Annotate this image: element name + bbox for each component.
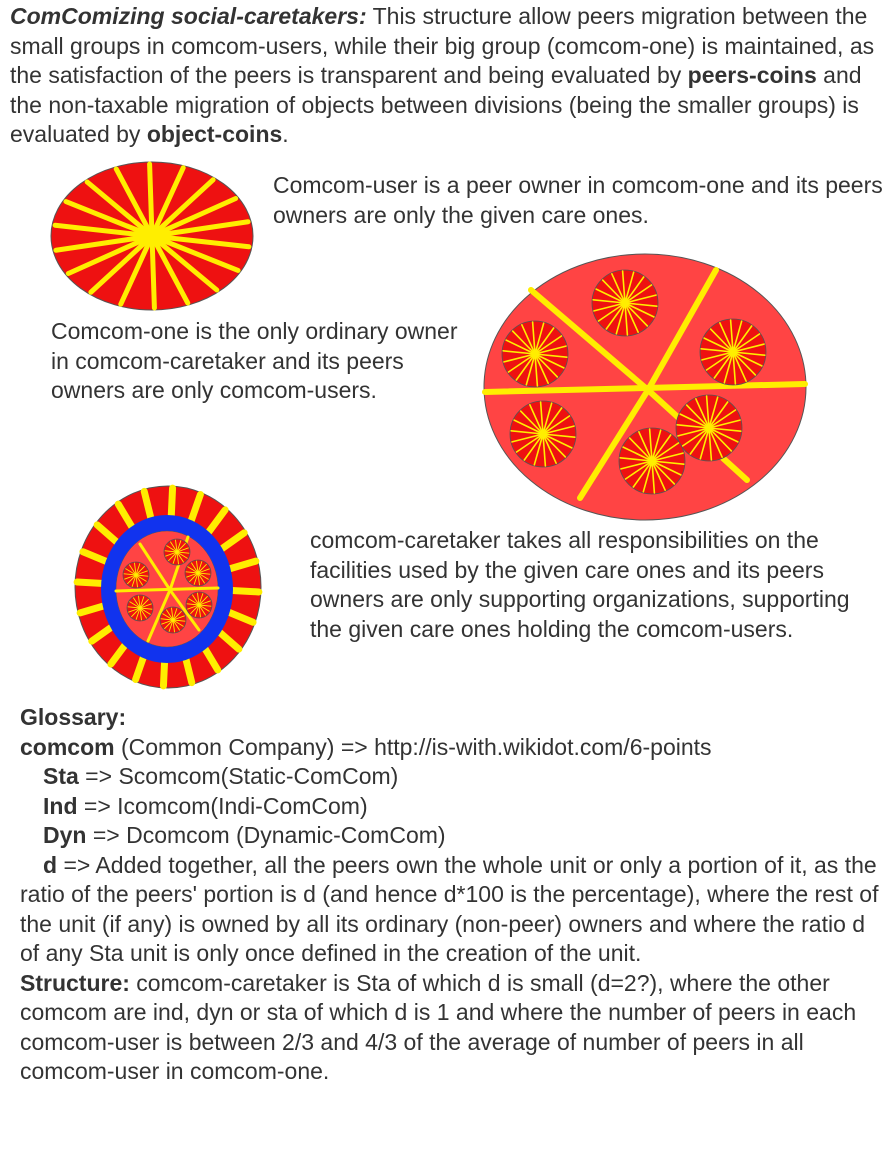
comcom-one-users	[501, 269, 767, 495]
glossary-ind: Ind => Icomcom(Indi-ComCom)	[43, 792, 368, 819]
glossary-dyn: Dyn => Dcomcom (Dynamic-ComCom)	[43, 822, 446, 848]
mini-disc	[618, 427, 686, 495]
comcom-user-diagram	[50, 161, 254, 311]
intro-lead: ComComizing social-caretakers:	[10, 3, 367, 29]
intro-text-2: and the non-taxable migration of objects…	[10, 62, 862, 147]
mini-disc	[509, 400, 577, 468]
mini-disc	[699, 318, 767, 386]
mini-disc	[185, 591, 213, 619]
intro-text-3: .	[282, 121, 289, 147]
mini-disc	[122, 561, 150, 589]
glossary-comcom: comcom (Common Company) => http://is-wit…	[20, 733, 712, 760]
mini-disc	[159, 606, 187, 634]
glossary-sta: Sta => Scomcom(Static-ComCom)	[43, 763, 399, 789]
comcom-caretaker-diagram	[73, 484, 263, 690]
comcom-caretaker-description: comcom-caretaker takes all responsibilit…	[310, 527, 850, 642]
intro-text-1: This structure allow peers migration bet…	[10, 3, 875, 88]
intro-object-coins: object-coins	[146, 121, 283, 147]
mini-disc	[184, 559, 212, 587]
glossary-structure: Structure: comcom-caretaker is Sta of wh…	[20, 969, 857, 1085]
comcom-one-diagram	[482, 253, 808, 521]
mini-disc	[591, 269, 659, 337]
glossary-d: d => Added together, all the peers own t…	[20, 851, 879, 967]
comcom-user-description: Comcom-user is a peer owner in comcom-on…	[273, 172, 883, 228]
mini-disc	[501, 320, 569, 388]
mini-disc	[126, 594, 154, 622]
comcom-one-description: Comcom-one is the only ordinary owner in…	[51, 318, 458, 403]
comcom-user-spokes	[52, 161, 252, 311]
glossary-heading: Glossary:	[20, 704, 127, 730]
mini-disc	[163, 538, 191, 566]
glossary-section: Glossary: comcom (Common Company) => htt…	[20, 703, 890, 1087]
caretaker-users	[122, 538, 213, 634]
mini-disc	[675, 394, 743, 462]
intro-paragraph: ComComizing social-caretakers: This stru…	[10, 2, 890, 150]
intro-peers-coins: peers-coins	[687, 62, 817, 88]
